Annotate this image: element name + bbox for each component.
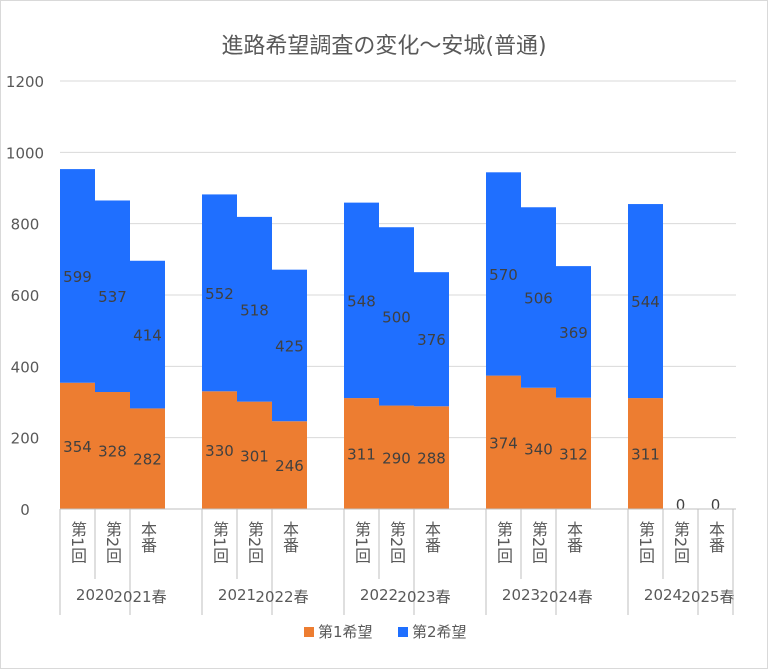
data-label-second-choice: 544 (631, 293, 660, 311)
data-label-second-choice: 425 (275, 337, 304, 355)
bar-second-choice (130, 260, 165, 409)
x-spring-label: 2025春 (681, 588, 734, 606)
data-label-second-choice: 599 (63, 268, 92, 286)
bar-first-choice (237, 401, 272, 509)
x-category-label: 第2回 (245, 521, 264, 563)
bar-second-choice (379, 227, 414, 406)
x-category-label: 第2回 (671, 521, 690, 563)
bar-second-choice (414, 272, 449, 407)
data-label-second-choice: 552 (205, 285, 234, 303)
bar-second-choice (202, 194, 237, 392)
bar-first-choice (379, 405, 414, 509)
x-category-label: 本番 (706, 521, 725, 553)
data-label-second-choice: 376 (417, 331, 446, 349)
data-label-zero: 0 (711, 496, 721, 514)
x-category-label: 第1回 (352, 521, 371, 563)
bar-first-choice (556, 397, 591, 509)
data-label-second-choice: 369 (559, 324, 588, 342)
bar-first-choice (521, 387, 556, 509)
y-axis: 0 200 400 600 800 1000 1200 (6, 73, 44, 519)
data-label-second-choice: 518 (240, 301, 269, 319)
legend: 第1希望 第2希望 (304, 623, 467, 641)
data-label-second-choice: 500 (382, 308, 411, 326)
y-tick-label: 0 (20, 501, 30, 519)
x-spring-label: 2022春 (255, 588, 308, 606)
data-label-second-choice: 537 (98, 288, 127, 306)
data-label-second-choice: 570 (489, 266, 518, 284)
chart-title: 進路希望調査の変化～安城(普通) (221, 34, 546, 59)
x-year-label: 2021 (218, 586, 256, 604)
bar-second-choice (344, 202, 379, 399)
legend-label: 第1希望 (318, 623, 373, 641)
data-label-zero: 0 (676, 496, 686, 514)
x-year-label: 2023 (502, 586, 540, 604)
x-category-label: 第2回 (103, 521, 122, 563)
data-label-first-choice: 246 (275, 457, 304, 475)
data-label-first-choice: 290 (382, 449, 411, 467)
x-category-label: 本番 (280, 521, 299, 553)
y-tick-label: 400 (11, 358, 40, 376)
data-label-first-choice: 312 (559, 445, 588, 463)
y-tick-label: 800 (11, 216, 40, 234)
y-tick-label: 1000 (6, 144, 44, 162)
data-label-first-choice: 311 (631, 446, 660, 464)
bar-first-choice (60, 382, 95, 509)
bar-first-choice (202, 391, 237, 509)
x-category-label: 第1回 (494, 521, 513, 563)
legend-swatch (304, 627, 314, 637)
x-year-label: 2022 (360, 586, 398, 604)
x-category-label: 本番 (422, 521, 441, 553)
bar-first-choice (95, 392, 130, 509)
bars (60, 169, 663, 509)
bar-first-choice (272, 421, 307, 509)
data-label-first-choice: 340 (524, 440, 553, 458)
data-label-first-choice: 328 (98, 443, 127, 461)
x-year-label: 2024 (644, 586, 682, 604)
legend-swatch (398, 627, 408, 637)
bar-second-choice (521, 207, 556, 388)
data-label-first-choice: 288 (417, 450, 446, 468)
bar-second-choice (272, 269, 307, 422)
data-label-second-choice: 548 (347, 292, 376, 310)
bar-second-choice (556, 266, 591, 398)
data-label-first-choice: 354 (63, 438, 92, 456)
bar-first-choice (628, 398, 663, 509)
x-category-label: 第1回 (636, 521, 655, 563)
y-tick-label: 1200 (6, 73, 44, 91)
data-label-first-choice: 311 (347, 446, 376, 464)
bar-first-choice (486, 375, 521, 509)
bar-first-choice (344, 398, 379, 509)
data-label-first-choice: 301 (240, 447, 269, 465)
data-labels: 354 599 328 537 282 414 330 552 301 518 246 425 311 5… (63, 266, 720, 514)
data-label-first-choice: 282 (133, 451, 162, 469)
x-spring-label: 2024春 (539, 588, 592, 606)
x-category-label: 本番 (564, 521, 583, 553)
bar-first-choice (414, 406, 449, 509)
y-tick-label: 600 (11, 287, 40, 305)
x-category-label: 本番 (138, 521, 157, 553)
x-category-label: 第2回 (387, 521, 406, 563)
bar-first-choice (130, 408, 165, 509)
bar-second-choice (95, 200, 130, 393)
bar-second-choice (60, 169, 95, 383)
data-label-second-choice: 414 (133, 327, 162, 345)
data-label-first-choice: 330 (205, 442, 234, 460)
bar-second-choice (486, 172, 521, 376)
legend-label: 第2希望 (412, 623, 467, 641)
data-label-second-choice: 506 (524, 289, 553, 307)
x-year-label: 2020 (76, 586, 114, 604)
bar-second-choice (237, 216, 272, 402)
data-label-first-choice: 374 (489, 434, 518, 452)
x-spring-label: 2023春 (397, 588, 450, 606)
x-spring-label: 2021春 (113, 588, 166, 606)
y-tick-label: 200 (11, 430, 40, 448)
bar-second-choice (628, 204, 663, 399)
x-category-label: 第2回 (529, 521, 548, 563)
x-category-label: 第1回 (68, 521, 87, 563)
x-category-label: 第1回 (210, 521, 229, 563)
